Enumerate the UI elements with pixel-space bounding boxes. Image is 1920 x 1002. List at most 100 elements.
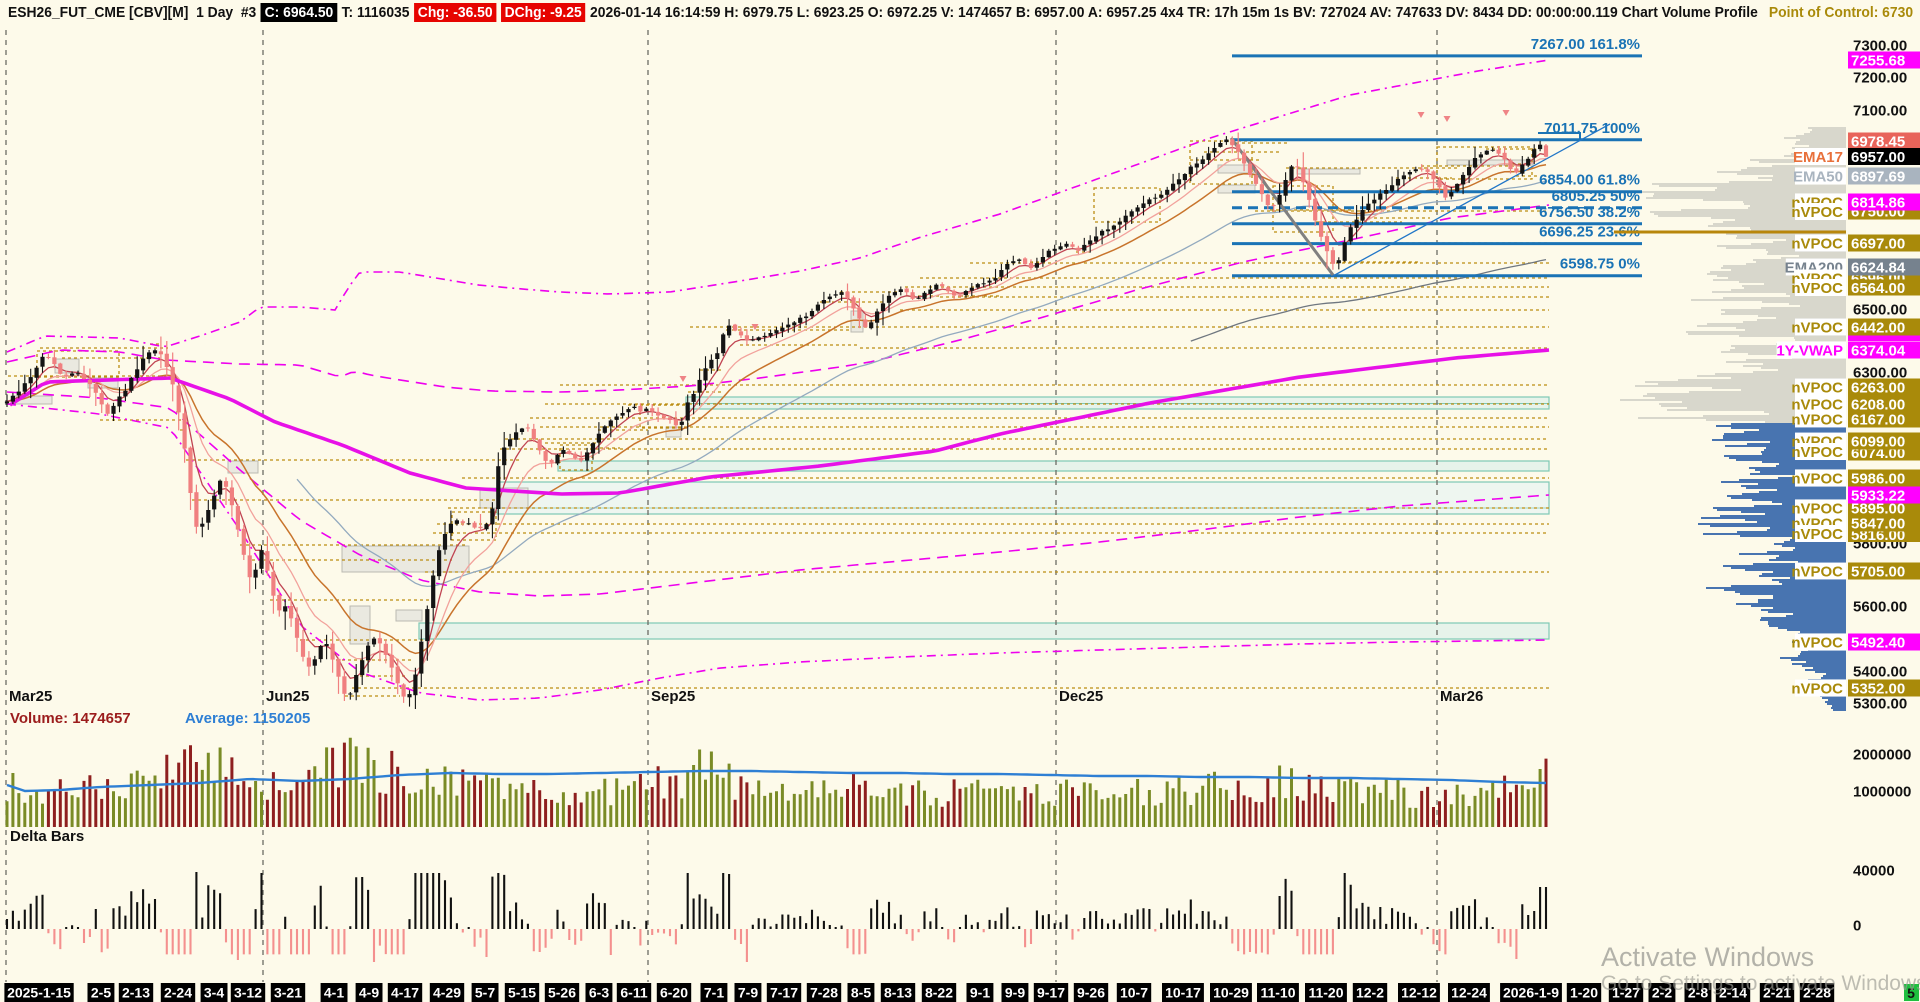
svg-text:Jun25: Jun25 [266,688,309,705]
svg-text:12-2: 12-2 [1356,985,1384,1001]
svg-text:5-26: 5-26 [548,985,576,1001]
svg-text:5933.22: 5933.22 [1851,488,1905,505]
svg-text:Activate Windows: Activate Windows [1601,942,1814,972]
svg-text:5-15: 5-15 [508,985,536,1001]
svg-text:2-14: 2-14 [1719,985,1747,1001]
svg-text:nVPOC: nVPOC [1791,236,1843,253]
svg-text:7100.00: 7100.00 [1853,103,1907,120]
svg-text:9-26: 9-26 [1077,985,1105,1001]
svg-text:EMA50: EMA50 [1793,169,1843,186]
svg-text:nVPOC: nVPOC [1791,635,1843,652]
svg-text:40000: 40000 [1853,863,1895,880]
svg-text:10-29: 10-29 [1213,985,1249,1001]
svg-text:6756.50 38.2%: 6756.50 38.2% [1539,204,1640,221]
svg-text:6805.25 50%: 6805.25 50% [1552,188,1640,205]
svg-text:6099.00: 6099.00 [1851,434,1905,451]
svg-text:Average: 1150205: Average: 1150205 [185,710,310,727]
svg-text:0: 0 [1853,918,1861,935]
svg-text:6897.69: 6897.69 [1851,169,1905,186]
svg-text:2-28: 2-28 [1803,985,1831,1001]
svg-text:nVPOC: nVPOC [1791,471,1843,488]
svg-text:8-5: 8-5 [851,985,871,1001]
svg-text:Dec25: Dec25 [1059,688,1103,705]
svg-text:5-7: 5-7 [475,985,495,1001]
svg-text:1Y-VWAP: 1Y-VWAP [1776,343,1843,360]
svg-text:1-27: 1-27 [1612,985,1640,1001]
svg-text:5352.00: 5352.00 [1851,681,1905,698]
svg-text:2026-1-9: 2026-1-9 [1503,985,1559,1001]
svg-text:6-3: 6-3 [589,985,609,1001]
svg-text:7255.68: 7255.68 [1851,53,1905,70]
svg-text:6167.00: 6167.00 [1851,412,1905,429]
svg-text:3-21: 3-21 [274,985,302,1001]
svg-text:12-24: 12-24 [1451,985,1487,1001]
svg-text:1000000: 1000000 [1853,784,1911,801]
svg-text:5400.00: 5400.00 [1853,664,1907,681]
svg-text:Volume: 1474657: Volume: 1474657 [10,710,131,727]
svg-text:2-8: 2-8 [1688,985,1708,1001]
svg-text:8-13: 8-13 [884,985,912,1001]
svg-text:nVPOC: nVPOC [1791,280,1843,297]
svg-text:2025-1-15: 2025-1-15 [7,985,71,1001]
svg-text:8-22: 8-22 [925,985,953,1001]
svg-text:10-17: 10-17 [1165,985,1201,1001]
svg-text:nVPOC: nVPOC [1791,526,1843,543]
svg-text:2-13: 2-13 [122,985,150,1001]
svg-text:6624.84: 6624.84 [1851,260,1906,277]
svg-text:6814.86: 6814.86 [1851,195,1905,212]
svg-text:6300.00: 6300.00 [1853,365,1907,382]
svg-text:6-11: 6-11 [620,985,647,1001]
svg-text:5600.00: 5600.00 [1853,599,1907,616]
svg-text:6-20: 6-20 [660,985,688,1001]
svg-text:Mar26: Mar26 [1440,688,1483,705]
svg-text:7300.00: 7300.00 [1853,38,1907,55]
svg-text:6500.00: 6500.00 [1853,302,1907,319]
svg-text:7-17: 7-17 [770,985,798,1001]
svg-text:nVPOC: nVPOC [1791,380,1843,397]
svg-text:7200.00: 7200.00 [1853,70,1907,87]
svg-text:9-17: 9-17 [1037,985,1065,1001]
svg-text:6978.45: 6978.45 [1851,134,1905,151]
svg-text:nVPOC: nVPOC [1791,501,1843,518]
svg-text:6374.04: 6374.04 [1851,343,1906,360]
svg-text:9-1: 9-1 [970,985,990,1001]
svg-text:nVPOC: nVPOC [1791,412,1843,429]
svg-text:EMA17: EMA17 [1793,149,1843,166]
svg-text:5705.00: 5705.00 [1851,564,1905,581]
svg-text:6957.00: 6957.00 [1851,149,1905,166]
svg-text:7-1: 7-1 [704,985,724,1001]
svg-text:9-9: 9-9 [1005,985,1025,1001]
svg-text:nVPOC: nVPOC [1791,397,1843,414]
svg-text:nVPOC: nVPOC [1791,681,1843,698]
svg-text:2000000: 2000000 [1853,747,1911,764]
svg-text:5300.00: 5300.00 [1853,696,1907,713]
svg-text:6697.00: 6697.00 [1851,236,1905,253]
svg-text:11-10: 11-10 [1260,985,1295,1001]
svg-text:2-24: 2-24 [164,985,192,1001]
svg-text:nVPOC: nVPOC [1791,564,1843,581]
svg-text:2-5: 2-5 [91,985,111,1001]
svg-text:11-20: 11-20 [1308,985,1343,1001]
svg-text:10-7: 10-7 [1120,985,1148,1001]
svg-text:nVPOC: nVPOC [1791,204,1843,221]
svg-text:Sep25: Sep25 [651,688,695,705]
svg-text:3-4: 3-4 [204,985,224,1001]
svg-text:6854.00 61.8%: 6854.00 61.8% [1539,172,1640,189]
svg-text:4-1: 4-1 [324,985,344,1001]
svg-text:5492.40: 5492.40 [1851,635,1905,652]
svg-text:12-12: 12-12 [1401,985,1437,1001]
svg-text:6696.25 23.6%: 6696.25 23.6% [1539,224,1640,241]
svg-text:nVPOC: nVPOC [1791,444,1843,461]
svg-text:1-20: 1-20 [1570,985,1598,1001]
svg-text:Mar25: Mar25 [9,688,52,705]
svg-text:2-21: 2-21 [1763,985,1791,1001]
svg-text:4-29: 4-29 [433,985,461,1001]
svg-text:5: 5 [1907,985,1915,1001]
svg-text:2-2: 2-2 [1652,985,1672,1001]
svg-text:6208.00: 6208.00 [1851,397,1905,414]
svg-text:7267.00 161.8%: 7267.00 161.8% [1531,36,1640,53]
svg-text:6263.00: 6263.00 [1851,380,1905,397]
svg-text:Delta Bars: Delta Bars [10,828,84,845]
svg-text:Go to Settings to activate Win: Go to Settings to activate Windows. [1601,972,1920,995]
svg-text:5986.00: 5986.00 [1851,471,1905,488]
